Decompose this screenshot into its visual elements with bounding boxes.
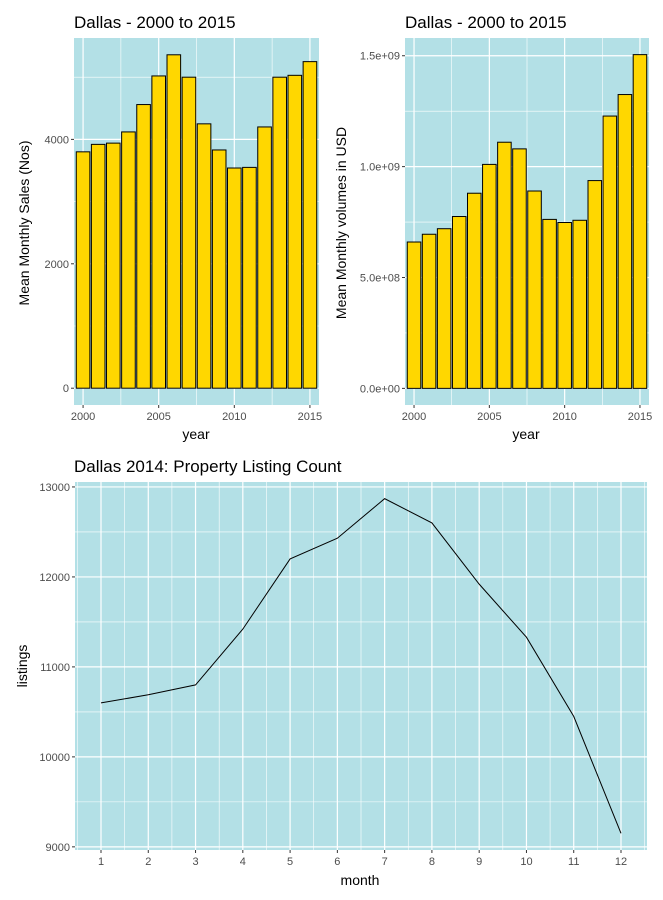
volume-y-tick-label: 1.5e+09 [360, 51, 400, 63]
listings-x-tick-label: 11 [568, 856, 579, 868]
volume-bar-2010 [557, 221, 572, 389]
sales-x-ticks: 2000 2005 2010 2015 [71, 405, 322, 423]
sales-x-tick-label: 2005 [146, 411, 170, 423]
sales-x-tick-label: 2015 [298, 411, 322, 423]
listings-y-tick-label: 9000 [46, 842, 70, 854]
listings-x-tick-label: 10 [520, 856, 532, 868]
sales-bar-2007 [181, 76, 197, 389]
volume-bars [406, 54, 648, 389]
volume-x-tick-label: 2015 [628, 411, 652, 423]
volume-bar-2003 [451, 216, 467, 389]
volume-bar-2009 [542, 218, 557, 389]
volume-bar-2008 [527, 190, 542, 389]
listings-x-tick-label: 8 [429, 856, 435, 868]
sales-y-tick-label: 4000 [45, 134, 69, 146]
volume-bar-2004 [467, 192, 482, 389]
listings-y-tick-label: 13000 [39, 482, 70, 494]
volume-x-tick-label: 2005 [477, 411, 501, 423]
volume-x-tick-label: 2010 [552, 411, 576, 423]
listings-line [100, 498, 622, 834]
listings-series-line [100, 498, 622, 834]
sales-y-tick-label: 0 [63, 383, 69, 395]
sales-bar-2008 [196, 123, 212, 389]
volume-bar-2001 [421, 233, 437, 389]
sales-bar-2003 [121, 131, 136, 389]
sales-bar-2013 [272, 76, 287, 389]
listings-x-tick-label: 2 [145, 856, 151, 868]
volume-chart-title: Dallas - 2000 to 2015 [405, 13, 567, 32]
volume-y-axis-title: Mean Monthly volumes in USD [333, 127, 349, 319]
listings-y-tick-label: 11000 [40, 662, 70, 674]
sales-chart: Dallas - 2000 to 2015 2000 2005 2010 2015 0… [16, 13, 322, 442]
volume-bar-2013 [602, 115, 618, 389]
listings-x-tick-label: 1 [98, 856, 104, 868]
listings-gridlines [75, 482, 647, 850]
sales-bar-2004 [136, 104, 151, 389]
volume-bar-2006 [497, 141, 512, 389]
volume-y-ticks: 0.0e+00 5.0e+08 1.0e+09 1.5e+09 [360, 51, 405, 395]
volume-bar-2002 [436, 228, 452, 389]
sales-bar-2006 [166, 54, 182, 389]
sales-bar-2009 [211, 149, 227, 389]
listings-y-axis-title: listings [14, 645, 30, 688]
sales-bar-2012 [257, 126, 272, 389]
sales-x-tick-label: 2000 [71, 411, 95, 423]
volume-bar-2015 [632, 54, 648, 389]
sales-chart-title: Dallas - 2000 to 2015 [74, 13, 236, 32]
volume-y-tick-label: 1.0e+09 [360, 162, 400, 174]
volume-x-tick-label: 2000 [402, 411, 426, 423]
sales-y-tick-label: 2000 [45, 259, 69, 271]
sales-bar-2002 [106, 142, 121, 389]
listings-x-tick-label: 6 [334, 856, 340, 868]
listings-x-tick-label: 5 [287, 856, 293, 868]
volume-bar-2011 [572, 219, 587, 389]
listings-chart-title: Dallas 2014: Property Listing Count [74, 457, 342, 476]
listings-x-tick-label: 7 [382, 856, 388, 868]
volume-bar-2005 [482, 163, 497, 389]
listings-x-tick-label: 4 [240, 856, 246, 868]
listings-x-tick-label: 12 [615, 856, 627, 868]
listings-x-tick-label: 9 [476, 856, 482, 868]
sales-bar-2000 [75, 151, 91, 389]
listings-y-tick-label: 10000 [39, 752, 70, 764]
sales-bar-2005 [151, 75, 166, 389]
volume-bar-2012 [587, 180, 603, 389]
sales-bar-2001 [90, 143, 106, 389]
volume-y-tick-label: 0.0e+00 [360, 383, 400, 395]
sales-bar-2010 [227, 167, 242, 389]
volume-x-axis-title: year [512, 426, 540, 442]
listings-x-tick-label: 3 [192, 856, 198, 868]
volume-bar-2000 [406, 241, 422, 389]
listings-y-tick-label: 12000 [39, 572, 70, 584]
sales-bars [75, 54, 318, 389]
sales-y-axis-title: Mean Monthly Sales (Nos) [16, 141, 32, 306]
volume-chart: Dallas - 2000 to 2015 2000 2005 2010 2015 0… [333, 13, 652, 442]
sales-x-tick-label: 2010 [222, 411, 246, 423]
listings-x-ticks: 1 2 3 4 5 6 7 8 9 10 11 12 [98, 850, 627, 868]
volume-bar-2007 [512, 148, 527, 389]
sales-bar-2014 [287, 74, 303, 389]
listings-y-ticks: 9000 10000 11000 12000 13000 [39, 482, 75, 854]
volume-y-tick-label: 5.0e+08 [360, 272, 400, 284]
listings-x-axis-title: month [341, 872, 380, 888]
volume-x-ticks: 2000 2005 2010 2015 [402, 405, 652, 423]
sales-x-axis-title: year [182, 426, 210, 442]
sales-y-ticks: 0 2000 4000 [45, 134, 74, 395]
volume-bar-2014 [617, 94, 633, 389]
sales-bar-2015 [302, 61, 318, 389]
sales-bar-2011 [242, 166, 257, 389]
